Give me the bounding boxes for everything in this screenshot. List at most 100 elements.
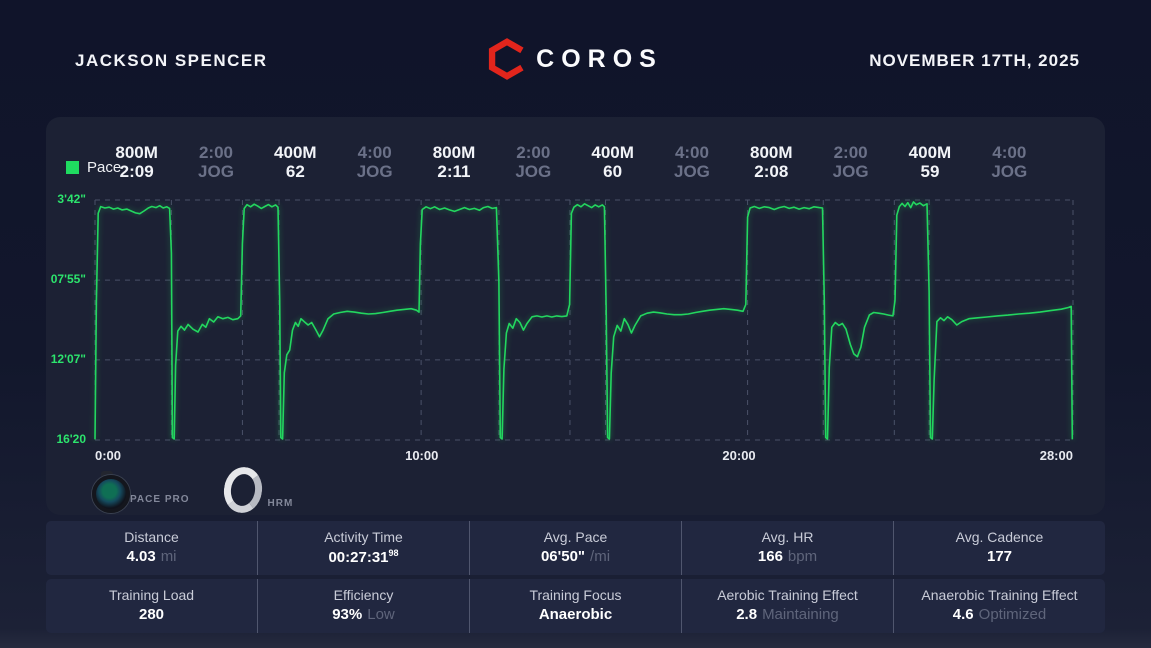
hrm-label: HRM	[267, 498, 294, 509]
interval-distance: 400M	[274, 143, 317, 162]
interval-column: 400M 59	[890, 143, 969, 181]
interval-value: 2:11	[437, 162, 471, 181]
stat-row-2: Training Load 280 Efficiency 93% Low Training…	[46, 579, 1105, 633]
y-axis-labels: 3'42" 07'55" 12'07" 16'20	[46, 192, 91, 446]
plot-area	[94, 199, 1074, 441]
stat-label: Activity Time	[324, 529, 403, 545]
interval-column: 2:00 JOG	[176, 143, 255, 181]
coros-logo-icon	[489, 38, 524, 80]
interval-distance: 2:00	[198, 143, 233, 162]
device-pace-pro: PACE PRO	[90, 471, 190, 513]
y-axis-tick: 3'42"	[57, 192, 86, 206]
interval-column: 800M 2:11	[414, 143, 493, 181]
activity-date: NOVEMBER 17TH, 2025	[869, 51, 1080, 70]
x-axis-tick: 20:00	[722, 448, 756, 463]
stat-label: Avg. Pace	[543, 529, 608, 545]
interval-distance: 2:00	[833, 143, 868, 162]
pace-line	[94, 201, 1074, 440]
interval-column: 2:00 JOG	[811, 143, 890, 181]
stat-cell: Efficiency 93% Low	[257, 579, 469, 633]
stat-cell: Distance 4.03 mi	[46, 521, 257, 575]
stat-cell: Aerobic Training Effect 2.8 Maintaining	[681, 579, 893, 633]
stat-unit: bpm	[787, 548, 818, 565]
stat-value: 280	[138, 606, 165, 623]
interval-column: 4:00 JOG	[335, 143, 414, 181]
y-axis-tick: 16'20	[56, 432, 86, 446]
interval-value: JOG	[356, 162, 393, 181]
stat-label: Anaerobic Training Effect	[921, 587, 1078, 603]
stat-value: 2.8 Maintaining	[736, 606, 839, 623]
interval-column: 4:00 JOG	[970, 143, 1049, 181]
interval-value: 60	[603, 162, 623, 181]
stat-cell: Training Load 280	[46, 579, 257, 633]
hrm-band-icon	[220, 464, 265, 516]
chart-card: Pace 800M 2:09 2:00 JOG 400M 62 4:00 JOG 800M 2:1…	[46, 117, 1105, 516]
interval-value: 2:08	[754, 162, 789, 181]
interval-distance: 2:00	[516, 143, 551, 162]
legend-label: Pace	[87, 159, 122, 176]
stat-label: Avg. Cadence	[955, 529, 1044, 545]
stat-label: Efficiency	[333, 587, 394, 603]
interval-distance: 400M	[591, 143, 634, 162]
interval-distance: 4:00	[357, 143, 392, 162]
stat-label: Aerobic Training Effect	[717, 587, 858, 603]
pace-pro-label: PACE PRO	[130, 494, 190, 505]
device-hrm: HRM	[220, 464, 294, 516]
interval-labels: 800M 2:09 2:00 JOG 400M 62 4:00 JOG 800M 2:11 2:00…	[97, 143, 1049, 181]
interval-value: JOG	[991, 162, 1028, 181]
coros-wordmark: COROS	[536, 44, 663, 73]
stat-value: 166 bpm	[757, 548, 818, 565]
interval-distance: 800M	[115, 143, 158, 162]
stat-label: Distance	[124, 529, 179, 545]
interval-column: 4:00 JOG	[652, 143, 731, 181]
stat-value: 00:27:3198	[328, 548, 399, 566]
interval-distance: 800M	[750, 143, 793, 162]
stat-value: 93% Low	[332, 606, 395, 623]
interval-distance: 400M	[908, 143, 952, 162]
interval-distance: 4:00	[674, 143, 709, 162]
stat-cell: Activity Time 00:27:3198	[257, 521, 469, 575]
coros-logo: COROS	[0, 38, 1151, 80]
interval-column: 800M 2:09	[97, 143, 176, 181]
stat-unit: /mi	[590, 548, 611, 565]
stat-cell: Training Focus Anaerobic	[469, 579, 681, 633]
interval-column: 800M 2:08	[732, 143, 811, 181]
legend-swatch	[66, 161, 79, 174]
stat-value: 06'50"/mi	[540, 548, 611, 565]
x-axis-tick: 10:00	[405, 448, 439, 463]
devices: PACE PRO HRM	[90, 464, 294, 516]
interval-value: 59	[920, 162, 940, 181]
interval-value: 62	[285, 162, 305, 181]
interval-value: JOG	[832, 162, 869, 181]
stat-label: Training Focus	[529, 587, 622, 603]
interval-column: 2:00 JOG	[494, 143, 573, 181]
x-axis-tick: 0:00	[95, 448, 122, 463]
stat-unit: Maintaining	[762, 606, 839, 623]
x-axis-tick: 28:00	[1039, 448, 1073, 463]
interval-column: 400M 62	[256, 143, 335, 181]
stat-value: 177	[986, 548, 1013, 565]
pace-chart-svg	[94, 199, 1074, 441]
stat-label: Avg. HR	[761, 529, 814, 545]
stat-cell: Avg. HR 166 bpm	[681, 521, 893, 575]
stat-row-1: Distance 4.03 mi Activity Time 00:27:3198 Avg…	[46, 521, 1105, 575]
stat-unit: Optimized	[978, 606, 1047, 623]
stat-cell: Avg. Cadence 177	[893, 521, 1105, 575]
pace-pro-watch-icon	[90, 471, 130, 513]
interval-distance: 4:00	[992, 143, 1027, 162]
x-axis-labels: 0:00 10:00 20:00 28:00	[95, 448, 1073, 463]
y-axis-tick: 12'07"	[50, 351, 86, 366]
interval-column: 400M 60	[573, 143, 652, 181]
stat-value: 4.03 mi	[126, 548, 177, 565]
interval-value: 2:09	[119, 162, 154, 181]
stat-label: Training Load	[108, 587, 195, 603]
stat-sup: 98	[388, 548, 399, 558]
interval-value: JOG	[674, 162, 710, 181]
pace-legend: Pace	[66, 159, 121, 176]
stat-cell: Anaerobic Training Effect 4.6 Optimized	[893, 579, 1105, 633]
stat-unit: Low	[367, 606, 395, 623]
athlete-name: JACKSON SPENCER	[75, 51, 268, 70]
stat-cell: Avg. Pace 06'50"/mi	[469, 521, 681, 575]
interval-value: JOG	[515, 162, 552, 181]
